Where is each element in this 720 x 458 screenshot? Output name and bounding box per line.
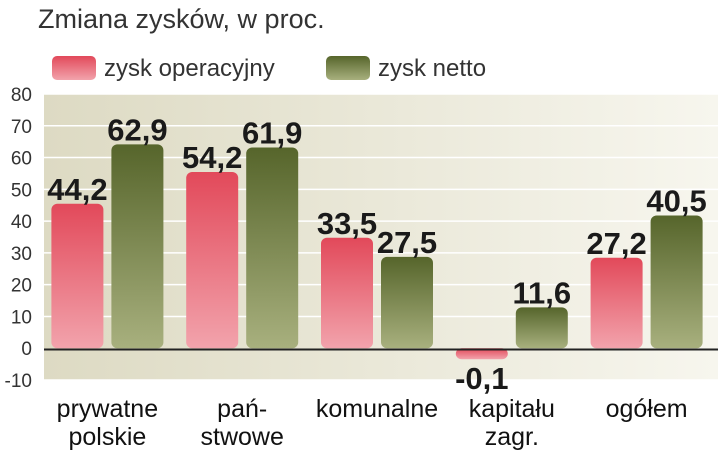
data-label: 40,5 [646,184,706,219]
legend-swatch-zysk-netto [326,56,370,80]
bar-zysk-netto [515,307,568,349]
data-label: 27,5 [377,225,437,260]
y-axis: 80 70 60 50 40 30 20 10 0 -10 [5,85,32,392]
bar-zysk-operacyjny [455,348,508,360]
y-tick-label: 80 [11,85,32,106]
bar-zysk-operacyjny [186,171,239,349]
y-tick-label: 40 [11,212,32,233]
data-label: 33,5 [317,206,377,241]
x-category-label: kapitału [469,395,555,423]
bar-zysk-netto [246,147,299,349]
x-category-label: zagr. [485,423,539,451]
y-tick-label: 60 [11,149,32,170]
data-label: 54,2 [182,140,242,175]
x-category-label: stwowe [201,423,284,451]
bar-zysk-operacyjny [51,203,104,349]
x-category-label: polskie [68,423,146,451]
y-tick-label: 10 [11,307,32,328]
y-tick-label: -10 [5,371,32,392]
y-tick-label: 30 [11,244,32,265]
legend: zysk operacyjny zysk netto [52,55,486,82]
data-label: 61,9 [242,116,302,151]
bar-zysk-operacyjny [590,257,643,349]
y-tick-label: 50 [11,180,32,201]
data-label: 44,2 [47,172,107,207]
y-tick-label: 0 [21,339,32,360]
bar-zysk-operacyjny [321,237,373,349]
x-category-label: prywatne [57,395,158,423]
bar-zysk-netto [381,256,433,349]
y-tick-label: 70 [11,117,32,138]
y-tick-label: 20 [11,276,32,297]
legend-label-zysk-netto: zysk netto [378,55,486,82]
bar-zysk-netto [111,144,164,349]
legend-swatch-zysk-operacyjny [52,56,96,80]
data-label: 11,6 [512,275,571,310]
chart-title: Zmiana zysków, w proc. [38,4,325,34]
data-label: -0,1 [455,361,508,396]
data-label: 62,9 [107,112,167,147]
legend-label-zysk-operacyjny: zysk operacyjny [104,55,275,82]
data-labels: 44,262,9 54,261,9 33,527,5 -0,1 11,6 27,240,5 [47,112,707,396]
bars [51,144,703,360]
bar-zysk-netto [650,215,703,349]
x-category-label: ogółem [606,395,688,423]
x-category-label: pań- [217,395,267,423]
x-category-label: komunalne [316,395,438,423]
data-label: 27,2 [586,226,646,261]
